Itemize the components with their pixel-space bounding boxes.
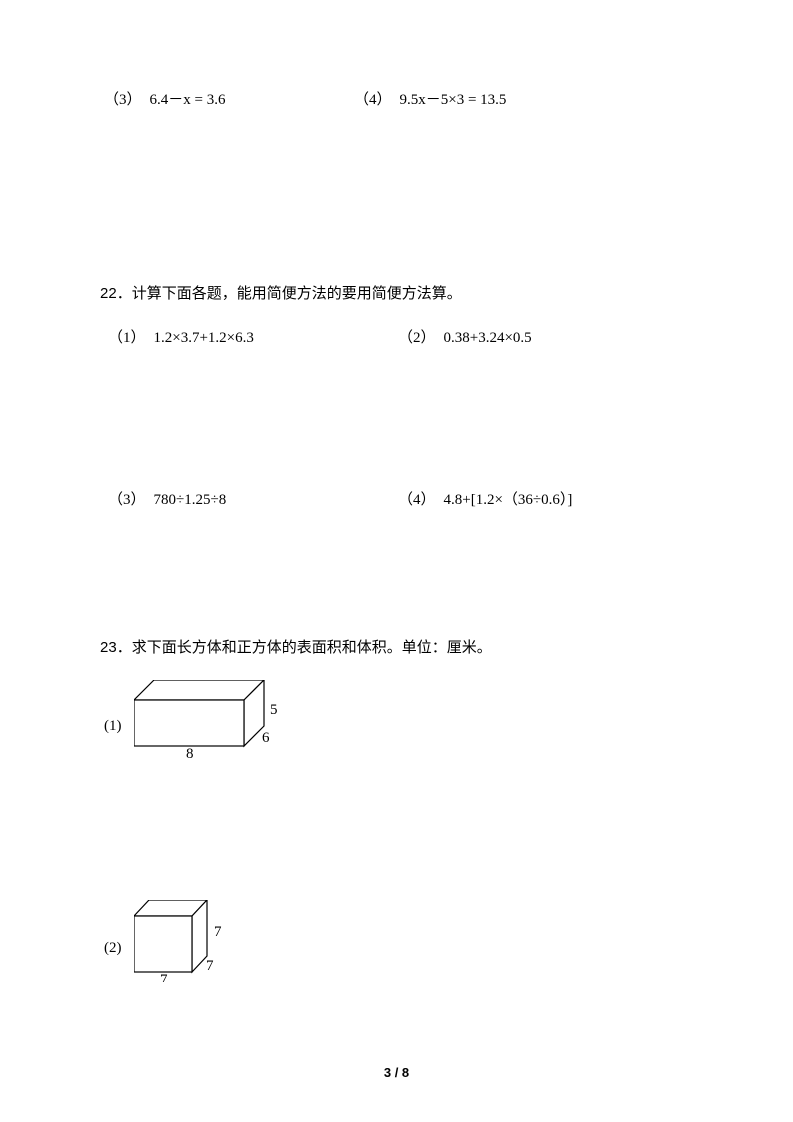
equation-text: 4.8+[1.2×（36÷0.6）] [444,488,573,512]
equation-text: 9.5x－5×3 = 13.5 [400,88,507,112]
svg-text:6: 6 [262,730,270,746]
q23-shape1-container: (1) 56 8 [104,680,693,758]
item-label: （1） [108,326,146,350]
question-number: 22 [100,282,117,306]
q21-row2: （3） 6.4－x = 3.6 （4） 9.5x－5×3 = 13.5 [100,88,693,112]
q22-row2: （3） 780÷1.25÷8 （4） 4.8+[1.2×（36÷0.6）] [104,488,693,512]
page-sep: / [391,1065,402,1080]
question-number: 23 [100,636,117,660]
item-label: （3） [108,488,146,512]
item-label: （4） [398,488,436,512]
q21-item3: （3） 6.4－x = 3.6 [100,88,350,112]
shape-label: (1) [104,714,122,738]
question-text: 求下面长方体和正方体的表面积和体积。单位：厘米。 [132,636,492,660]
svg-text:7: 7 [160,972,168,982]
page-total: 8 [402,1065,409,1080]
svg-text:8: 8 [186,746,194,758]
q22-item3: （3） 780÷1.25÷8 [104,488,394,512]
q22-item2: （2） 0.38+3.24×0.5 [394,326,532,350]
equation-text: 1.2×3.7+1.2×6.3 [154,326,254,350]
q21-item4: （4） 9.5x－5×3 = 13.5 [350,88,693,112]
equation-text: 0.38+3.24×0.5 [444,326,532,350]
cube-diagram: 7 7 7 [134,900,254,982]
q22-header: 22 ． 计算下面各题，能用简便方法的要用简便方法算。 [100,282,693,306]
page-number: 3 / 8 [0,1065,793,1080]
item-label: （4） [354,88,392,112]
equation-text: 6.4－x = 3.6 [150,88,226,112]
page-current: 3 [384,1065,391,1080]
item-label: （3） [104,88,142,112]
svg-text:7: 7 [206,958,214,974]
question-dot: ． [117,636,132,660]
q23-header: 23 ． 求下面长方体和正方体的表面积和体积。单位：厘米。 [100,636,693,660]
rectangular-box-diagram: 56 8 [134,680,294,758]
q22-row1: （1） 1.2×3.7+1.2×6.3 （2） 0.38+3.24×0.5 [104,326,693,350]
svg-text:7: 7 [214,924,222,940]
question-text: 计算下面各题，能用简便方法的要用简便方法算。 [132,282,462,306]
equation-text: 780÷1.25÷8 [154,488,227,512]
svg-text:5: 5 [270,702,278,718]
q22-item4: （4） 4.8+[1.2×（36÷0.6）] [394,488,572,512]
shape-label: (2) [104,936,122,960]
item-label: （2） [398,326,436,350]
q22-item1: （1） 1.2×3.7+1.2×6.3 [104,326,394,350]
q23-shape2-container: (2) 7 7 7 [104,900,693,982]
question-dot: ． [117,282,132,306]
